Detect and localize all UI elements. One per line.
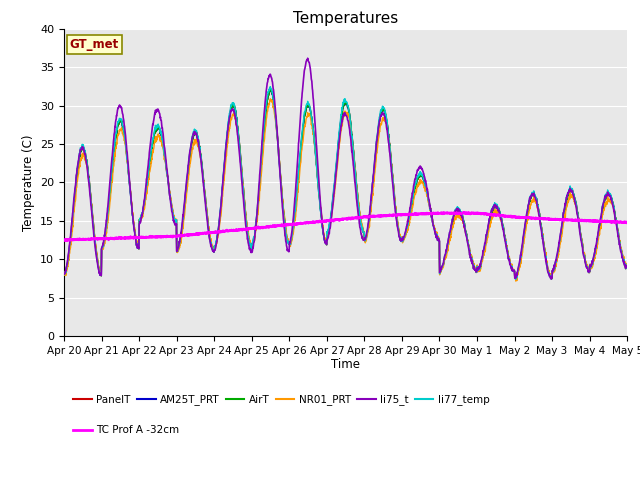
Text: GT_met: GT_met	[70, 38, 119, 51]
Legend: TC Prof A -32cm: TC Prof A -32cm	[69, 421, 184, 439]
Title: Temperatures: Temperatures	[293, 11, 398, 26]
Y-axis label: Temperature (C): Temperature (C)	[22, 134, 35, 231]
X-axis label: Time: Time	[331, 359, 360, 372]
